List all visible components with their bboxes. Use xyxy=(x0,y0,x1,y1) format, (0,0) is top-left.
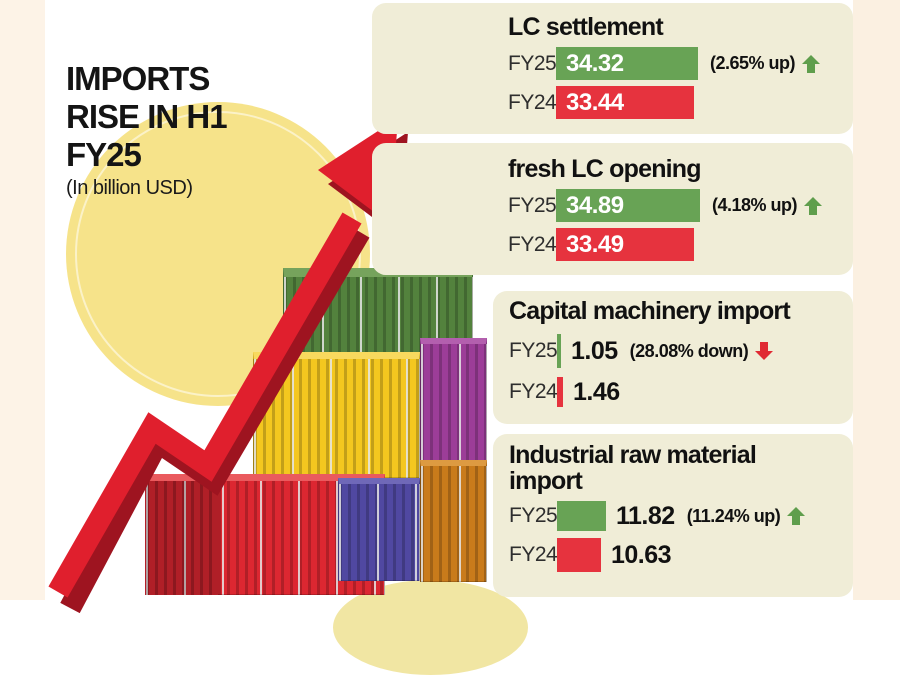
fy25-row: FY25 1.05 (28.08% down) xyxy=(509,334,843,368)
change-label: (2.65% up) xyxy=(710,53,796,73)
fy24-value: 33.49 xyxy=(566,230,624,258)
fy24-row: FY24 10.63 xyxy=(509,538,843,572)
fy24-bar xyxy=(557,377,563,407)
year-label: FY24 xyxy=(509,543,558,566)
panel-title: fresh LC opening xyxy=(508,155,702,183)
fy25-value: 11.82 xyxy=(616,501,675,530)
headline-line-2: RISE IN H1 xyxy=(66,98,228,135)
panel-title: Capital machinery import xyxy=(509,297,791,325)
panel-lc-settlement: LC settlement FY25 34.32 (2.65% up) FY24… xyxy=(372,3,853,134)
fy25-bar xyxy=(557,501,606,531)
container-blue-icon xyxy=(338,478,420,581)
change-label: (4.18% up) xyxy=(712,195,798,215)
fy24-bar xyxy=(557,538,601,572)
right-background-strip xyxy=(853,0,900,600)
left-background-strip xyxy=(0,0,45,600)
down-arrow-icon xyxy=(754,341,774,361)
fy25-value: 34.89 xyxy=(566,191,624,219)
panel-industrial-raw-material-import: Industrial raw material import FY25 11.8… xyxy=(493,434,853,597)
headline-line-1: IMPORTS xyxy=(66,60,210,97)
panel-fresh-lc-opening: fresh LC opening FY25 34.89 (4.18% up) F… xyxy=(372,143,853,275)
fy25-bar xyxy=(557,334,561,368)
panel-title: LC settlement xyxy=(508,13,664,41)
fy24-value: 1.46 xyxy=(573,377,620,406)
change-label: (11.24% up) xyxy=(686,505,781,526)
year-label: FY25 xyxy=(508,51,557,75)
fy24-value: 33.44 xyxy=(566,88,624,116)
container-orange-icon xyxy=(420,460,487,582)
fy25-row: FY25 34.89 (4.18% up) xyxy=(508,189,841,222)
fy24-row: FY24 1.46 xyxy=(509,377,843,407)
panel-capital-machinery-import: Capital machinery import FY25 1.05 (28.0… xyxy=(493,291,853,424)
change-label: (28.08% down) xyxy=(629,340,749,361)
panel-title: Industrial raw material import xyxy=(509,441,757,495)
headline-unit-note: (In billion USD) xyxy=(66,177,193,199)
fy25-value: 1.05 xyxy=(571,336,618,365)
fy24-value: 10.63 xyxy=(611,540,672,569)
fy24-bar: 33.49 xyxy=(556,228,694,261)
headline-line-3: FY25 xyxy=(66,136,142,173)
fy25-bar: 34.89 xyxy=(556,189,700,222)
fy25-bar: 34.32 xyxy=(556,47,698,80)
year-label: FY25 xyxy=(509,339,558,362)
fy25-row: FY25 34.32 (2.65% up) xyxy=(508,47,841,80)
up-arrow-icon xyxy=(786,506,806,526)
fy25-row: FY25 11.82 (11.24% up) xyxy=(509,501,843,531)
year-label: FY24 xyxy=(508,232,557,256)
year-label: FY24 xyxy=(509,380,558,403)
year-label: FY25 xyxy=(509,504,558,527)
year-label: FY25 xyxy=(508,193,557,217)
container-purple-icon xyxy=(420,338,487,478)
up-arrow-icon xyxy=(803,196,823,216)
fy25-value: 34.32 xyxy=(566,49,624,77)
up-arrow-icon xyxy=(801,54,821,74)
headline-block: IMPORTS RISE IN H1 FY25 (In billion USD) xyxy=(66,60,316,200)
fy24-row: FY24 33.44 xyxy=(508,86,841,119)
year-label: FY24 xyxy=(508,90,557,114)
fy24-row: FY24 33.49 xyxy=(508,228,841,261)
fy24-bar: 33.44 xyxy=(556,86,694,119)
